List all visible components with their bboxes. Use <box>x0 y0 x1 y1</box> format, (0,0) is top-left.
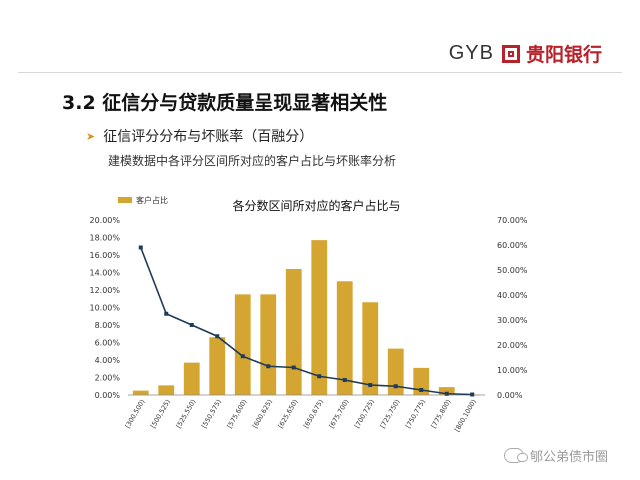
x-tick-label: [725,750) <box>379 398 402 430</box>
bar <box>336 281 353 395</box>
y-left-tick-label: 4.00% <box>95 356 121 365</box>
bar <box>234 294 251 395</box>
wechat-icon <box>504 448 528 463</box>
y-left-tick-label: 20.00% <box>89 216 120 225</box>
bar <box>209 337 226 395</box>
logo-text: GYB <box>448 42 494 64</box>
line-point <box>470 392 475 397</box>
line-point <box>444 391 449 396</box>
x-tick-label: [700,725) <box>353 398 376 430</box>
y-left-tick-label: 2.00% <box>95 374 121 383</box>
legend-label: 客户占比 <box>136 195 168 205</box>
y-left-tick-label: 18.00% <box>89 234 120 243</box>
line-point <box>215 334 220 339</box>
y-left-tick-label: 14.00% <box>89 269 120 278</box>
x-tick-label: [550,575) <box>200 398 223 430</box>
y-left-tick-label: 0.00% <box>95 391 121 400</box>
x-tick-label: [300,500) <box>124 398 147 430</box>
line-point <box>342 378 347 382</box>
line-point <box>419 388 424 392</box>
bar <box>132 390 149 395</box>
y-left-tick-label: 6.00% <box>95 339 121 348</box>
bank-logo: GYB 贵阳银行 <box>449 40 602 67</box>
line-point <box>368 383 373 387</box>
x-tick-label: [525,550) <box>175 398 198 430</box>
line-point <box>138 245 143 250</box>
bar <box>362 302 379 395</box>
line-point <box>291 365 296 370</box>
legend-swatch <box>118 197 132 203</box>
bar <box>438 387 455 395</box>
chart-description: 建模数据中各评分区间所对应的客户占比与坏账率分析 <box>108 154 397 168</box>
y-right-tick-label: 40.00% <box>497 291 528 300</box>
x-tick-label: [750,775) <box>404 398 427 430</box>
x-tick-label: [775,800) <box>430 398 453 430</box>
triangle-right-icon: ➤ <box>86 129 96 143</box>
y-left-tick-label: 8.00% <box>95 321 121 330</box>
chart-title: 各分数区间所对应的客户占比与 <box>232 198 400 213</box>
line-point <box>240 354 245 359</box>
y-right-tick-label: 30.00% <box>497 316 528 325</box>
x-tick-label: [800,1000) <box>453 398 478 433</box>
y-right-tick-label: 10.00% <box>497 366 528 375</box>
y-right-tick-label: 50.00% <box>497 266 528 275</box>
bar <box>183 362 200 395</box>
line-point <box>266 364 271 369</box>
bar <box>311 240 328 395</box>
bar <box>413 367 430 395</box>
bullet-item: ➤ 征信评分分布与坏账率（百融分） <box>86 126 313 146</box>
line-point <box>317 374 322 379</box>
x-tick-label: [675,700) <box>328 398 351 430</box>
bullet-text: 征信评分分布与坏账率（百融分） <box>103 129 314 145</box>
bar <box>260 294 277 395</box>
x-tick-label: [650,675) <box>302 398 325 430</box>
y-right-tick-label: 0.00% <box>497 391 523 400</box>
y-right-tick-label: 70.00% <box>497 216 528 225</box>
logo-mark-icon <box>501 44 520 63</box>
watermark: 郇公弟债市圈 <box>504 446 608 465</box>
x-tick-label: [575,600) <box>226 398 249 430</box>
y-left-tick-label: 16.00% <box>89 251 120 260</box>
line-point <box>164 311 169 316</box>
y-right-tick-label: 60.00% <box>497 241 528 250</box>
logo-chinese-name: 贵阳银行 <box>525 44 602 66</box>
x-tick-label: [500,525) <box>149 398 172 430</box>
y-left-tick-label: 12.00% <box>89 286 120 295</box>
header-divider <box>18 72 622 73</box>
x-tick-label: [600,625) <box>251 398 274 430</box>
bar <box>285 269 302 395</box>
line-point <box>393 384 398 389</box>
section-title: 3.2 征信分与贷款质量呈现显著相关性 <box>62 92 388 114</box>
watermark-text: 郇公弟债市圈 <box>530 450 609 465</box>
y-left-tick-label: 10.00% <box>89 304 120 313</box>
bar <box>387 348 404 395</box>
line-point <box>189 323 194 327</box>
bar <box>158 385 175 395</box>
line-series <box>140 247 473 396</box>
x-tick-label: [625,650) <box>277 398 300 430</box>
y-right-tick-label: 20.00% <box>497 341 528 350</box>
